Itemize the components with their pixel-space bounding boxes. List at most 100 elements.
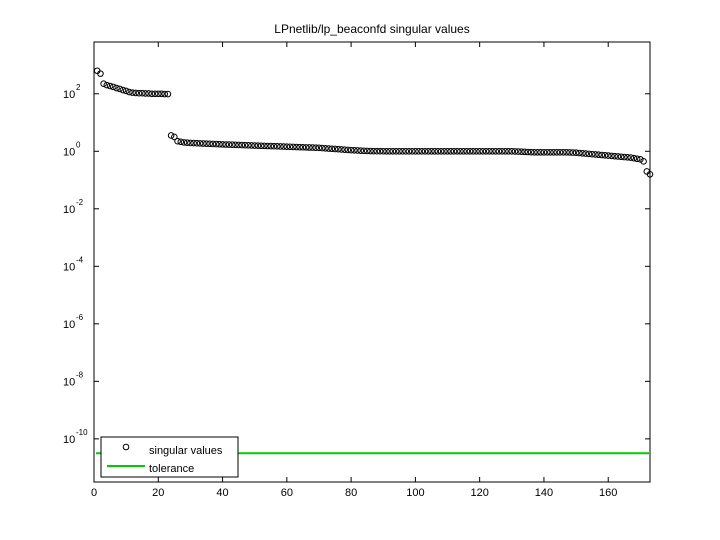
singular-value-point	[421, 147, 429, 155]
singular-value-point	[109, 83, 117, 91]
singular-value-point	[575, 149, 583, 157]
singular-value-point	[309, 144, 316, 151]
singular-value-point	[135, 89, 143, 97]
singular-value-point	[158, 90, 165, 98]
singular-value-point	[640, 158, 647, 165]
singular-value-point	[399, 147, 406, 155]
singular-value-point	[289, 143, 297, 151]
singular-value-point	[113, 84, 120, 92]
singular-value-point	[254, 142, 262, 149]
singular-value-point	[270, 142, 278, 150]
singular-value-point	[611, 152, 618, 160]
y-tick-exponent: -4	[76, 255, 84, 264]
singular-value-point	[386, 147, 393, 155]
singular-value-point	[579, 149, 586, 157]
singular-value-point	[341, 146, 348, 153]
singular-value-point	[608, 152, 615, 160]
singular-value-point	[447, 147, 455, 155]
y-tick-exponent: -10	[76, 428, 88, 437]
singular-value-point	[106, 82, 114, 90]
singular-value-point	[312, 144, 320, 152]
singular-value-point	[563, 148, 570, 156]
singular-value-point	[235, 141, 242, 149]
singular-value-point	[209, 140, 217, 148]
singular-value-point	[367, 147, 374, 155]
singular-value-point	[617, 153, 625, 161]
plot-area	[93, 41, 651, 483]
singular-value-point	[389, 147, 397, 155]
singular-value-point	[132, 89, 140, 97]
singular-value-point	[453, 147, 461, 155]
singular-value-point	[466, 147, 474, 155]
y-tick-label: 10	[63, 89, 75, 101]
singular-value-point	[344, 146, 352, 154]
singular-value-point	[199, 140, 207, 147]
y-tick-exponent: 0	[76, 140, 81, 149]
singular-value-point	[187, 139, 194, 147]
singular-value-point	[396, 147, 403, 155]
singular-value-point	[537, 148, 545, 156]
singular-value-point	[566, 149, 573, 156]
y-tick-label: 10	[63, 204, 75, 216]
singular-value-point	[495, 147, 503, 155]
y-tick-label: 10	[63, 434, 75, 446]
singular-value-point	[145, 90, 152, 97]
singular-value-point	[325, 145, 332, 152]
singular-value-point	[273, 143, 281, 150]
singular-value-point	[238, 141, 246, 149]
singular-value-point	[508, 147, 516, 155]
singular-value-point	[174, 137, 181, 145]
singular-value-point	[402, 147, 410, 155]
singular-value-point	[556, 148, 564, 156]
singular-value-point	[151, 90, 159, 98]
x-tick-label: 60	[281, 487, 293, 499]
legend-label-singular-values: singular values	[149, 445, 223, 457]
singular-value-point	[479, 147, 487, 155]
singular-value-point	[322, 144, 329, 152]
singular-value-point	[97, 70, 104, 77]
x-tick-label: 120	[470, 487, 488, 499]
singular-value-point	[216, 140, 223, 148]
x-tick-label: 40	[216, 487, 228, 499]
y-tick-exponent: -2	[76, 198, 84, 207]
singular-value-point	[518, 148, 525, 156]
singular-value-point	[559, 148, 567, 156]
chart-title: LPnetlib/lp_beaconfd singular values	[274, 22, 469, 36]
singular-value-point	[614, 153, 622, 160]
singular-value-point	[219, 141, 226, 148]
x-tick-label: 0	[91, 487, 97, 499]
singular-value-point	[293, 143, 300, 151]
singular-value-point	[550, 148, 557, 156]
singular-value-point	[318, 144, 326, 152]
singular-value-point	[418, 147, 426, 155]
y-tick-label: 10	[63, 261, 75, 273]
x-tick-label: 160	[599, 487, 617, 499]
singular-value-point	[277, 143, 284, 150]
singular-value-point	[502, 147, 509, 155]
singular-value-point	[203, 140, 210, 147]
singular-value-point	[212, 140, 220, 148]
singular-value-point	[592, 151, 599, 158]
singular-value-point	[190, 139, 197, 147]
singular-value-point	[196, 140, 204, 147]
singular-value-point	[473, 147, 480, 155]
singular-values-series	[93, 67, 654, 178]
singular-value-point	[161, 90, 169, 98]
y-tick-exponent: 2	[76, 83, 81, 92]
singular-value-point	[315, 144, 323, 152]
singular-value-point	[482, 147, 490, 155]
singular-value-point	[180, 139, 188, 146]
singular-value-point	[222, 141, 230, 148]
singular-value-point	[527, 148, 535, 156]
y-tick-label: 10	[63, 319, 75, 331]
singular-value-point	[370, 147, 377, 155]
singular-value-point	[338, 146, 345, 153]
singular-value-point	[164, 90, 172, 98]
singular-value-point	[620, 153, 628, 161]
singular-value-point	[434, 147, 442, 155]
singular-value-point	[119, 86, 127, 94]
singular-value-point	[354, 147, 361, 154]
singular-value-point	[334, 145, 342, 153]
